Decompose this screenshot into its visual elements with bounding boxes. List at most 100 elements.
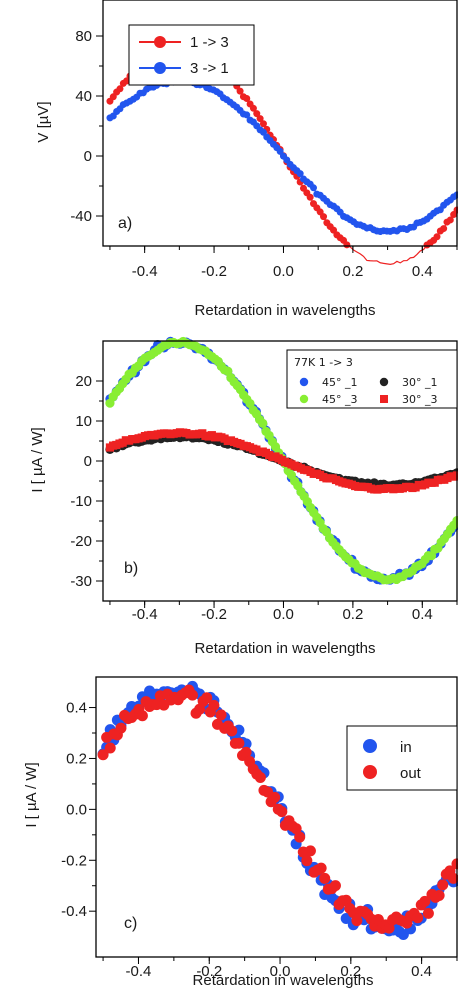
legend-marker-3-1 xyxy=(154,62,166,74)
y-tick-label: -10 xyxy=(70,493,92,510)
x-tick-label: -0.2 xyxy=(196,963,222,980)
data-point xyxy=(258,418,268,428)
data-point xyxy=(446,216,454,224)
legend-marker-out xyxy=(363,765,377,779)
data-point xyxy=(104,742,116,754)
panel-b-ticks: -0.4 -0.2 0.0 0.2 0.4 -30 -20 -10 0 10 20 xyxy=(70,373,458,623)
x-tick-label: 0.0 xyxy=(273,263,294,280)
data-point xyxy=(253,110,261,118)
y-tick-label: -0.4 xyxy=(61,903,87,920)
x-tick-label: -0.4 xyxy=(132,263,158,280)
y-tick-label: -40 xyxy=(70,208,92,225)
legend-label-30-3: 30° _3 xyxy=(402,393,438,406)
data-point xyxy=(433,233,441,241)
data-point xyxy=(433,890,445,902)
x-tick-label: -0.2 xyxy=(201,606,227,623)
x-tick-label: 0.2 xyxy=(340,963,361,980)
legend-label-30-1: 30° _1 xyxy=(402,376,438,389)
data-point xyxy=(412,912,424,924)
data-point xyxy=(186,689,198,701)
x-tick-label: 0.0 xyxy=(270,963,291,980)
x-tick-label: -0.4 xyxy=(132,606,158,623)
panel-c-xlabel: Retardation in wavelengths xyxy=(193,972,374,989)
legend-marker-30-1 xyxy=(379,377,389,387)
x-tick-label: 0.4 xyxy=(412,263,433,280)
data-point xyxy=(226,725,238,737)
data-point xyxy=(233,737,245,749)
panel-b-legend-box xyxy=(286,349,458,409)
panel-a-xlabel: Retardation in wavelengths xyxy=(195,302,376,319)
legend-label-out: out xyxy=(400,765,422,782)
panel-c-legend-box xyxy=(346,725,458,791)
legend-marker-45-1 xyxy=(299,377,309,387)
panel-a: -0.4 -0.2 0.0 0.2 0.4 -40 0 40 80 a) Retardation… xyxy=(35,0,458,319)
panel-a-ticks: -0.4 -0.2 0.0 0.2 0.4 -40 0 40 80 xyxy=(70,28,458,280)
data-point xyxy=(276,806,288,818)
data-point xyxy=(254,772,266,784)
data-point xyxy=(256,115,264,123)
legend-label-45-1: 45° _1 xyxy=(322,376,358,389)
data-point xyxy=(296,170,304,178)
data-point xyxy=(240,746,252,758)
panel-b-label: b) xyxy=(124,560,138,577)
y-tick-label: 10 xyxy=(75,413,92,430)
legend-marker-in xyxy=(363,739,377,753)
x-tick-label: 0.2 xyxy=(342,263,363,280)
data-point xyxy=(315,862,327,874)
data-point xyxy=(320,213,328,221)
panel-c-ticks: -0.4 -0.2 0.0 0.2 0.4 -0.4 -0.2 0.0 0.2 0.4 xyxy=(61,700,458,980)
legend-label-1-3: 1 -> 3 xyxy=(190,34,229,51)
data-point xyxy=(201,692,213,704)
legend-label-in: in xyxy=(400,739,412,756)
data-point xyxy=(343,241,351,249)
data-point xyxy=(440,225,448,233)
y-tick-label: 0.2 xyxy=(66,750,87,767)
legend-marker-45-3 xyxy=(299,394,309,404)
y-tick-label: -20 xyxy=(70,533,92,550)
panel-b-frame xyxy=(102,340,458,602)
data-point xyxy=(294,831,306,843)
data-point xyxy=(97,749,109,761)
data-point xyxy=(351,915,363,927)
panel-c: -0.4 -0.2 0.0 0.2 0.4 -0.4 -0.2 0.0 0.2 0.4 c) Re… xyxy=(23,676,458,989)
data-point xyxy=(236,87,244,95)
legend-marker-1-3 xyxy=(154,36,166,48)
data-point xyxy=(215,709,227,721)
data-point xyxy=(452,471,458,480)
data-point xyxy=(304,845,316,857)
y-tick-label: 0.4 xyxy=(66,700,87,717)
data-point xyxy=(419,895,431,907)
panel-a-label: a) xyxy=(118,215,132,232)
panel-b-legend: 77K 1 -> 3 45° _1 30° _1 45° _3 30° _3 xyxy=(286,349,458,409)
x-tick-label: -0.2 xyxy=(201,263,227,280)
x-tick-label: 0.4 xyxy=(411,963,432,980)
x-tick-label: 0.4 xyxy=(412,606,433,623)
panel-c-label: c) xyxy=(124,915,137,932)
panel-a-frame xyxy=(102,0,458,247)
data-point xyxy=(136,710,148,722)
panel-a-legend-box xyxy=(128,24,255,86)
y-tick-label: 0.0 xyxy=(66,801,87,818)
data-point xyxy=(301,855,313,867)
panel-c-marks xyxy=(97,680,458,941)
data-point xyxy=(243,111,251,119)
panel-b-xlabel: Retardation in wavelengths xyxy=(195,640,376,657)
panel-b-ylabel: I [ µA / W] xyxy=(29,427,46,492)
legend-marker-30-3 xyxy=(380,395,388,403)
y-tick-label: -0.2 xyxy=(61,852,87,869)
panel-b: -0.4 -0.2 0.0 0.2 0.4 -30 -20 -10 0 10 20 b) Retar… xyxy=(29,336,458,657)
data-point xyxy=(115,722,127,734)
data-point xyxy=(383,922,395,934)
data-point xyxy=(447,872,458,884)
x-tick-label: 0.0 xyxy=(273,606,294,623)
y-tick-label: -30 xyxy=(70,573,92,590)
data-point xyxy=(319,872,331,884)
panel-a-ylabel: V [µV] xyxy=(35,101,52,142)
data-point xyxy=(306,193,314,201)
y-tick-label: 0 xyxy=(84,453,92,470)
panel-c-ylabel: I [ µA / W] xyxy=(23,762,40,827)
data-point xyxy=(208,699,220,711)
data-point xyxy=(269,791,281,803)
x-tick-label: -0.4 xyxy=(126,963,152,980)
